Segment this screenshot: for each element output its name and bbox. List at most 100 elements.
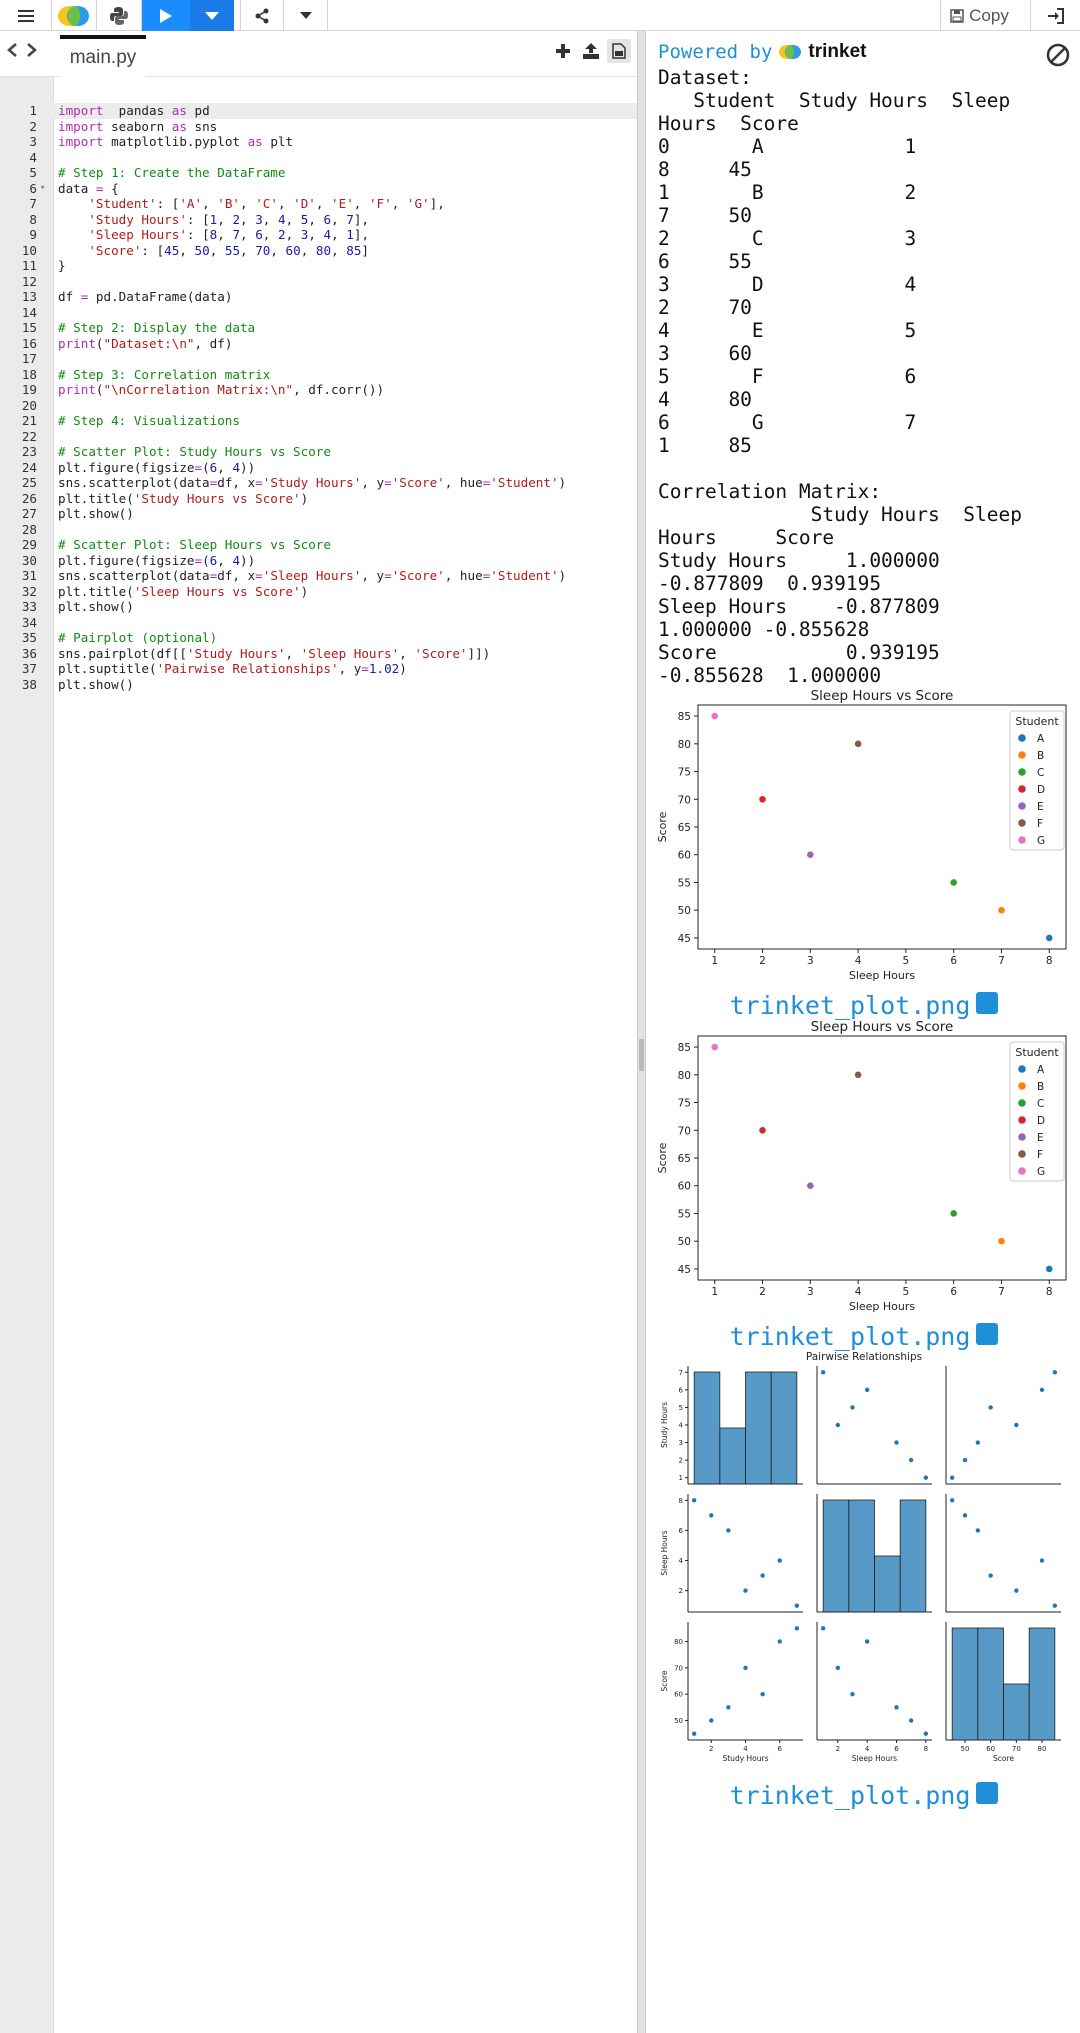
code-token: "\nCorrelation Matrix:\n" bbox=[103, 382, 294, 397]
code-line[interactable]: 32 plt.title('Sleep Hours vs Score') bbox=[0, 584, 637, 600]
code-line[interactable]: 6 ▾ data = { bbox=[0, 181, 637, 197]
legend-label: B bbox=[1037, 1081, 1044, 1093]
x-tick-label: 2 bbox=[836, 1745, 840, 1753]
splitter-grip[interactable] bbox=[639, 1039, 644, 1071]
pair-cell: 50 60 70 80 Score 2 4 6 Study Hours bbox=[660, 1622, 803, 1763]
data-point bbox=[806, 850, 815, 859]
external-link-icon[interactable] bbox=[976, 1323, 999, 1345]
line-code: plt.show() bbox=[58, 506, 134, 522]
code-line[interactable]: 36 sns.pairplot(df[['Study Hours', 'Sleep… bbox=[0, 646, 637, 662]
code-line[interactable]: 30 plt.figure(figsize=(6, 4)) bbox=[0, 553, 637, 569]
code-line[interactable]: 23 # Scatter Plot: Study Hours vs Score bbox=[0, 444, 637, 460]
code-line[interactable]: 34 bbox=[0, 615, 637, 631]
fold-toggle-icon[interactable]: ▾ bbox=[40, 182, 46, 193]
plot-caption-text[interactable]: trinket_plot.png bbox=[729, 991, 971, 1020]
code-line[interactable]: 21 # Step 4: Visualizations bbox=[0, 413, 637, 429]
code-line[interactable]: 7 'Student': ['A', 'B', 'C', 'D', 'E', '… bbox=[0, 196, 637, 212]
code-content[interactable]: 1 import pandas as pd 2 import seaborn as s… bbox=[0, 103, 637, 692]
code-line[interactable]: 12 bbox=[0, 274, 637, 290]
code-token: matplotlib.pyplot bbox=[103, 134, 248, 149]
pane-splitter[interactable] bbox=[637, 31, 646, 2033]
code-token: , y bbox=[361, 568, 385, 583]
code-token: plt.show() bbox=[58, 676, 134, 692]
code-line[interactable]: 19 print("\nCorrelation Matrix:\n", df.co… bbox=[0, 382, 637, 398]
stop-button[interactable] bbox=[1046, 43, 1070, 72]
plot-caption-text[interactable]: trinket_plot.png bbox=[729, 1781, 971, 1810]
legend-marker bbox=[1018, 1116, 1026, 1124]
add-file-button[interactable] bbox=[551, 39, 575, 63]
share-button[interactable] bbox=[240, 0, 284, 31]
code-line[interactable]: 16 print("Dataset:\n", df) bbox=[0, 336, 637, 352]
chevron-right-icon[interactable] bbox=[26, 42, 38, 58]
upload-button[interactable] bbox=[579, 39, 603, 63]
line-code: sns.pairplot(df[['Study Hours', 'Sleep H… bbox=[58, 646, 490, 662]
y-tick-label: 80 bbox=[674, 1638, 683, 1646]
code-line[interactable]: 20 bbox=[0, 398, 637, 414]
code-line[interactable]: 15 # Step 2: Display the data bbox=[0, 320, 637, 336]
code-line[interactable]: 27 plt.show() bbox=[0, 506, 637, 522]
code-line[interactable]: 5 # Step 1: Create the DataFrame bbox=[0, 165, 637, 181]
code-line[interactable]: 24 plt.figure(figsize=(6, 4)) bbox=[0, 460, 637, 476]
chevron-left-icon[interactable] bbox=[6, 42, 18, 58]
legend-box bbox=[1009, 710, 1065, 851]
code-token: ( bbox=[202, 552, 210, 568]
run-button[interactable] bbox=[142, 0, 190, 31]
code-token: = bbox=[194, 552, 203, 568]
code-token: = bbox=[255, 475, 263, 490]
trinket-logo-button[interactable] bbox=[52, 0, 97, 31]
code-line[interactable]: 14 bbox=[0, 305, 637, 321]
plot-caption-3[interactable]: trinket_plot.png bbox=[658, 1781, 1070, 1810]
code-line[interactable]: 26 plt.title('Study Hours vs Score') bbox=[0, 491, 637, 507]
code-line[interactable]: 25 sns.scatterplot(data=df, x='Study Hour… bbox=[0, 475, 637, 491]
code-line[interactable]: 11} bbox=[0, 258, 637, 274]
data-point bbox=[854, 1070, 863, 1079]
run-options-button[interactable] bbox=[190, 0, 234, 31]
code-line[interactable]: 1 import pandas as pd bbox=[0, 103, 637, 119]
code-line[interactable]: 28 bbox=[0, 522, 637, 538]
code-token: pd bbox=[186, 103, 210, 118]
code-line[interactable]: 38 plt.show() bbox=[0, 677, 637, 693]
y-tick-label: 6 bbox=[679, 1527, 684, 1535]
plot-caption-text[interactable]: trinket_plot.png bbox=[729, 1322, 971, 1351]
code-line[interactable]: 8 'Study Hours': [1, 2, 3, 4, 5, 6, 7], bbox=[0, 212, 637, 228]
plot-caption-2[interactable]: trinket_plot.png bbox=[658, 1322, 1070, 1351]
code-line[interactable]: 4 bbox=[0, 150, 637, 166]
file-tab-main[interactable]: main.py bbox=[60, 35, 146, 77]
code-line[interactable]: 3 import matplotlib.pyplot as plt bbox=[0, 134, 637, 150]
plus-icon bbox=[556, 44, 570, 58]
code-line[interactable]: 22 bbox=[0, 429, 637, 445]
external-link-icon[interactable] bbox=[976, 992, 999, 1014]
external-link-icon[interactable] bbox=[976, 1782, 999, 1804]
y-tick-label: 65 bbox=[678, 1153, 691, 1165]
line-code: plt.show() bbox=[58, 599, 134, 615]
code-line[interactable]: 35 # Pairplot (optional) bbox=[0, 630, 637, 646]
data-point bbox=[777, 1639, 782, 1644]
plot-caption-1[interactable]: trinket_plot.png bbox=[658, 991, 1070, 1020]
x-tick-label: 4 bbox=[855, 955, 862, 967]
code-line[interactable]: 31 sns.scatterplot(data=df, x='Sleep Hour… bbox=[0, 568, 637, 584]
legend-marker bbox=[1018, 785, 1026, 793]
code-line[interactable]: 29 # Scatter Plot: Sleep Hours vs Score bbox=[0, 537, 637, 553]
code-editor[interactable]: main.py 1 import pandas as pd 2 import seab… bbox=[0, 31, 637, 2033]
legend-marker bbox=[1018, 1082, 1026, 1090]
more-options-button[interactable] bbox=[284, 0, 328, 31]
legend-marker bbox=[1018, 751, 1026, 759]
powered-by[interactable]: Powered by trinket bbox=[658, 41, 866, 63]
file-nav[interactable] bbox=[6, 41, 38, 64]
code-line[interactable]: 37 plt.suptitle('Pairwise Relationships',… bbox=[0, 661, 637, 677]
view-image-button[interactable] bbox=[607, 39, 631, 63]
legend-label: A bbox=[1037, 733, 1045, 745]
code-line[interactable]: 9 'Sleep Hours': [8, 7, 6, 2, 3, 4, 1], bbox=[0, 227, 637, 243]
code-line[interactable]: 2 import seaborn as sns bbox=[0, 119, 637, 135]
menu-button[interactable] bbox=[0, 0, 52, 31]
python-button[interactable] bbox=[97, 0, 142, 31]
code-line[interactable]: 17 bbox=[0, 351, 637, 367]
code-line[interactable]: 33 plt.show() bbox=[0, 599, 637, 615]
code-line[interactable]: 10 'Score': [45, 50, 55, 70, 60, 80, 85] bbox=[0, 243, 637, 259]
code-line[interactable]: 18 # Step 3: Correlation matrix bbox=[0, 367, 637, 383]
copy-button[interactable]: Copy bbox=[940, 0, 1018, 31]
code-token: , bbox=[300, 242, 316, 258]
login-button[interactable] bbox=[1030, 0, 1080, 31]
code-line[interactable]: 13 df = pd.DataFrame(data) bbox=[0, 289, 637, 305]
data-point bbox=[949, 1475, 955, 1480]
